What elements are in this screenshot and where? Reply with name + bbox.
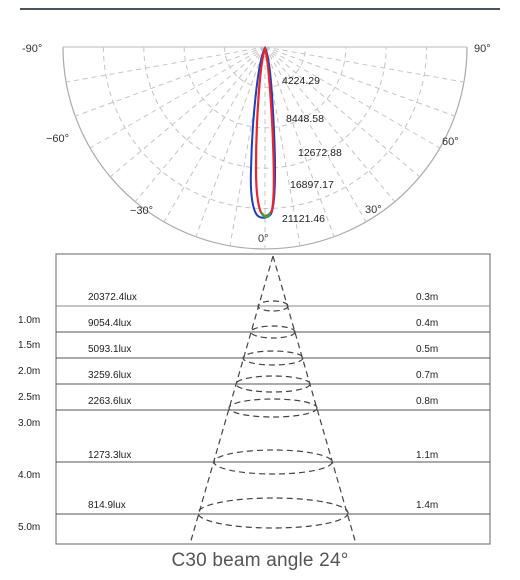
grid-radial	[89, 46, 266, 149]
cone-right-edge	[272, 255, 357, 545]
top-divider-bar	[20, 8, 500, 10]
grid-radial	[65, 46, 266, 83]
cone-ellipse	[257, 300, 289, 312]
angle-label-neg60: −60°	[46, 133, 69, 145]
lux-label: 1273.3lux	[88, 450, 131, 461]
grid-radial	[264, 46, 367, 223]
cone-ellipse	[250, 325, 296, 339]
angle-label-pos90: 90°	[474, 43, 491, 55]
angle-label-zero: 0°	[258, 233, 269, 245]
lux-label: 5093.1lux	[88, 344, 131, 355]
height-label: 1.0m	[18, 315, 40, 326]
height-label: 2.5m	[18, 392, 40, 403]
diameter-label: 1.4m	[416, 500, 438, 511]
grid-radial	[264, 46, 421, 178]
intensity-curves	[249, 45, 276, 219]
cone-ellipse	[228, 398, 318, 418]
height-label: 5.0m	[18, 522, 40, 533]
ring-label-3: 12672.88	[298, 147, 342, 159]
polar-intensity-chart: -90° 90° −60° 60° −30° 30° 0° 4224.29 84…	[22, 43, 491, 250]
diameter-label: 0.5m	[416, 344, 438, 355]
grid-arc	[102, 46, 428, 210]
diameter-label: 0.3m	[416, 292, 438, 303]
height-label: 4.0m	[18, 470, 40, 481]
polar-grid	[62, 46, 468, 250]
lux-label: 20372.4lux	[88, 292, 137, 303]
height-label: 3.0m	[18, 418, 40, 429]
grid-radial	[134, 46, 266, 203]
diameter-label: 1.1m	[416, 450, 438, 461]
angle-label-pos60: 60°	[442, 136, 459, 148]
lux-label: 3259.6lux	[88, 370, 131, 381]
ring-label-4: 16897.17	[290, 179, 334, 191]
diameter-label: 0.4m	[416, 318, 438, 329]
ring-label-2: 8448.58	[286, 113, 324, 125]
ring-label-1: 4224.29	[282, 75, 320, 87]
cone-ellipse	[213, 449, 333, 475]
cone-ellipse	[242, 350, 304, 366]
green-curve	[260, 212, 272, 218]
grid-radial	[264, 46, 335, 237]
height-label: 2.0m	[18, 366, 40, 377]
beam-cone	[189, 255, 357, 545]
grid-radial	[195, 46, 266, 237]
lux-label: 9054.4lux	[88, 318, 131, 329]
grid-radial	[229, 46, 266, 247]
angle-label-pos30: 30°	[365, 204, 382, 216]
lux-label: 814.9lux	[88, 500, 126, 511]
cone-table-frame	[55, 253, 491, 545]
grid-radial	[109, 46, 266, 178]
grid-radial	[163, 46, 266, 223]
cone-ellipse	[197, 497, 349, 529]
lux-label: 2263.6lux	[88, 396, 131, 407]
ring-label-5: 21121.46	[282, 213, 325, 225]
grid-radial	[264, 46, 396, 203]
diameter-label: 0.8m	[416, 396, 438, 407]
angle-label-neg30: −30°	[130, 205, 153, 217]
cone-ellipse	[235, 375, 311, 393]
row-lines	[56, 305, 490, 515]
grid-radial	[264, 46, 301, 247]
grid-radial	[264, 46, 455, 117]
grid-radial	[75, 46, 266, 117]
grid-arc	[183, 46, 347, 129]
beam-cone-diagram: 20372.4lux 9054.4lux 5093.1lux 3259.6lux…	[18, 253, 491, 545]
diameter-label: 0.7m	[416, 370, 438, 381]
beam-angle-caption: C30 beam angle 24°	[171, 550, 349, 571]
grid-radial	[264, 46, 441, 149]
angle-label-neg90: -90°	[22, 43, 42, 55]
height-label: 1.5m	[18, 340, 40, 351]
grid-radial	[264, 46, 465, 83]
